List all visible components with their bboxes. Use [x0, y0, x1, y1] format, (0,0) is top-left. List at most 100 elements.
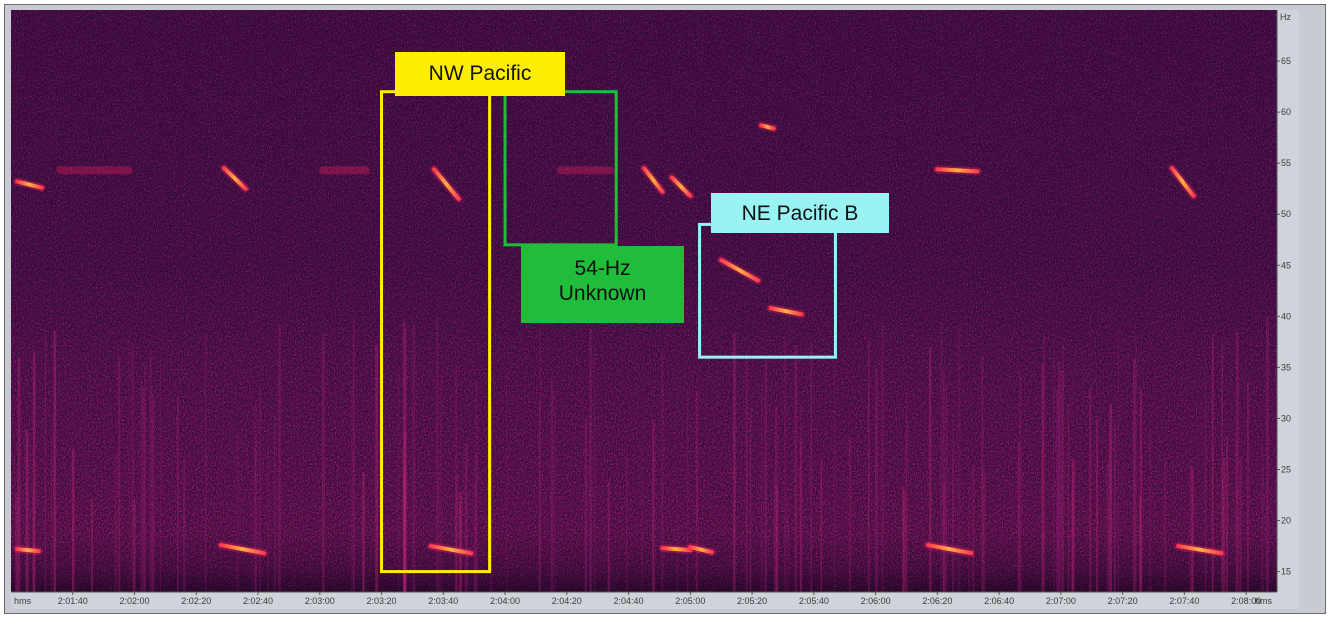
- broadband-streak: [1132, 358, 1136, 592]
- call-mark-3: [658, 544, 695, 555]
- broadband-streak: [945, 383, 948, 592]
- broadband-streak: [1109, 403, 1112, 592]
- x-tick-label: 2:04:20: [552, 596, 582, 606]
- broadband-streak: [1019, 374, 1022, 592]
- x-tick-label: 2:04:40: [614, 596, 644, 606]
- broadband-streak: [1017, 441, 1020, 592]
- broadband-streak: [799, 405, 803, 592]
- broadband-streak: [776, 485, 779, 592]
- y-tick-label: 50: [1281, 209, 1291, 219]
- call-mark-19: [757, 121, 778, 133]
- broadband-streak: [459, 492, 462, 592]
- y-tick-label: 60: [1281, 107, 1291, 117]
- broadband-streak: [1221, 342, 1223, 592]
- broadband-streak: [972, 464, 975, 592]
- x-tick-label: 2:08:00: [1231, 596, 1261, 606]
- call-mark-11: [430, 165, 463, 203]
- y-tick-label: 25: [1281, 464, 1291, 474]
- broadband-streak: [183, 458, 186, 592]
- broadband-streak: [267, 423, 269, 592]
- broadband-streak: [1106, 464, 1109, 592]
- broadband-streak: [1265, 317, 1269, 592]
- broadband-streak: [473, 481, 476, 592]
- call-mark-17: [717, 256, 763, 285]
- broadband-streak: [810, 342, 812, 592]
- y-tick-label: 65: [1281, 56, 1291, 66]
- broadband-streak: [745, 352, 748, 592]
- call-mark-15: [933, 165, 982, 176]
- broadband-streak: [538, 401, 541, 592]
- broadband-streak: [928, 346, 932, 592]
- broadband-streak: [1164, 459, 1166, 592]
- broadband-streak: [1062, 343, 1065, 592]
- broadband-streak: [1117, 329, 1119, 592]
- broadband-streak: [607, 481, 610, 592]
- broadband-streak: [128, 328, 130, 592]
- broadband-streak: [322, 332, 325, 592]
- broadband-streak: [662, 355, 664, 592]
- broadband-streak: [968, 481, 970, 592]
- annotation-label-line: 54-Hz: [574, 257, 631, 280]
- broadband-streak: [676, 490, 678, 592]
- annotation-label-line: NE Pacific B: [741, 202, 859, 225]
- broadband-streak: [652, 422, 656, 592]
- x-tick-label: 2:07:20: [1108, 596, 1138, 606]
- broadband-streak: [131, 342, 134, 592]
- broadband-streak: [1191, 467, 1194, 592]
- annotation-label-line: Unknown: [558, 282, 647, 306]
- broadband-streak: [51, 431, 53, 592]
- broadband-streak: [133, 498, 136, 592]
- broadband-streak: [1189, 459, 1191, 592]
- broadband-streak: [440, 374, 442, 592]
- x-axis-unit-label-right: hms: [1255, 596, 1273, 606]
- y-axis-strip: [1277, 10, 1299, 592]
- y-tick-label: 35: [1281, 362, 1291, 372]
- broadband-streak: [794, 345, 798, 592]
- broadband-streak: [1211, 337, 1214, 592]
- broadband-streak: [25, 429, 28, 592]
- call-mark-6: [1174, 542, 1226, 558]
- broadband-streak: [403, 321, 406, 592]
- broadband-streak: [236, 434, 239, 592]
- call-mark-13: [640, 164, 667, 196]
- broadband-streak: [906, 429, 908, 592]
- y-tick-label: 15: [1281, 567, 1291, 577]
- broadband-streak: [1149, 429, 1152, 592]
- broadband-streak: [403, 431, 407, 592]
- broadband-streak: [903, 491, 906, 592]
- broadband-streak: [905, 391, 908, 592]
- broadband-streak: [733, 334, 736, 592]
- broadband-streak: [1135, 333, 1137, 592]
- broadband-streak: [437, 472, 440, 592]
- x-tick-label: 2:02:40: [243, 596, 273, 606]
- broadband-streak: [550, 379, 553, 592]
- broadband-streak: [1071, 493, 1073, 592]
- x-tick-label: 2:06:20: [922, 596, 952, 606]
- annotation-label-line: NW Pacific: [428, 62, 532, 85]
- broadband-streak: [539, 329, 541, 592]
- call-mark-2: [426, 542, 476, 558]
- broadband-streak: [833, 333, 836, 592]
- broadband-streak: [1056, 389, 1059, 592]
- broadband-streak: [1057, 360, 1060, 592]
- call-mark-9: [220, 164, 250, 193]
- x-tick-label: 2:07:40: [1169, 596, 1199, 606]
- broadband-streak: [53, 331, 57, 592]
- broadband-streak: [352, 320, 355, 592]
- broadband-streak: [943, 482, 946, 592]
- broadband-streak: [1139, 389, 1143, 592]
- broadband-streak: [254, 440, 257, 592]
- broadband-streak: [1072, 459, 1075, 592]
- broadband-streak: [848, 437, 852, 592]
- call-mark-5: [924, 541, 976, 558]
- broadband-streak: [749, 407, 752, 592]
- x-tick-label: 2:07:00: [1046, 596, 1076, 606]
- x-axis-unit-label-left: hms: [14, 596, 32, 606]
- y-tick-label: 40: [1281, 311, 1291, 321]
- broadband-streak: [475, 451, 477, 592]
- broadband-streak: [1222, 457, 1226, 592]
- broadband-streak: [952, 448, 954, 592]
- broadband-streak: [32, 496, 34, 592]
- broadband-streak: [695, 390, 699, 592]
